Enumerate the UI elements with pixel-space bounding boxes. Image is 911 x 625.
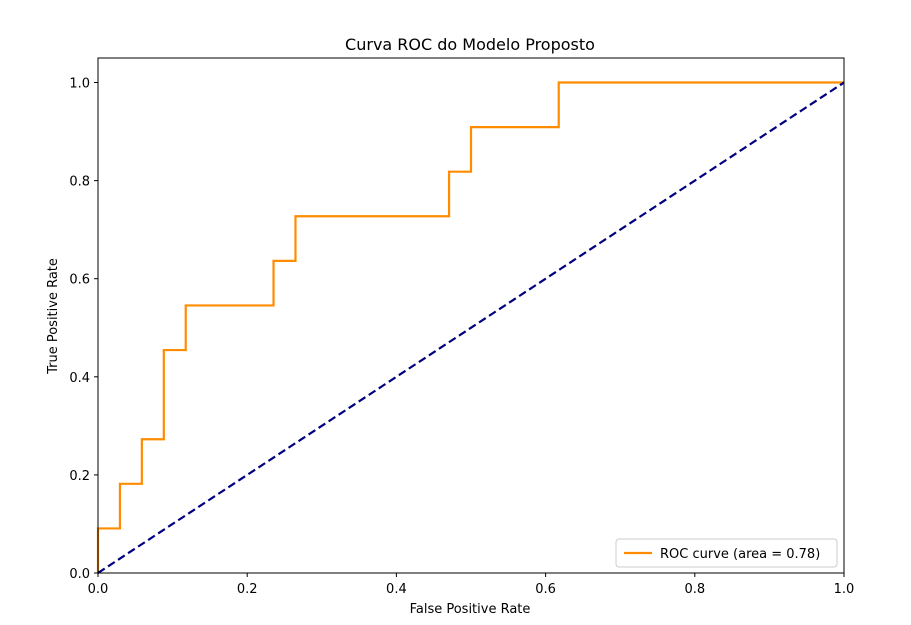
y-tick-label: 0.0 xyxy=(69,567,90,582)
x-tick-label: 0.8 xyxy=(684,582,705,597)
x-tick-label: 0.4 xyxy=(386,582,407,597)
legend: ROC curve (area = 0.78) xyxy=(615,538,838,568)
x-tick-label: 0.6 xyxy=(535,582,556,597)
x-axis-label: False Positive Rate xyxy=(410,602,531,617)
chance-line xyxy=(97,81,845,574)
legend-entry-label: ROC curve (area = 0.78) xyxy=(660,547,820,562)
x-tick-label: 0.0 xyxy=(88,582,109,597)
y-axis-label: True Positive Rate xyxy=(46,258,61,375)
x-tick-label: 0.2 xyxy=(237,582,258,597)
roc-curve-line xyxy=(96,81,844,573)
y-tick-label: 0.8 xyxy=(69,175,90,190)
axes-frame xyxy=(97,57,845,574)
y-tick-label: 0.4 xyxy=(69,371,90,386)
plot-area xyxy=(96,81,845,574)
y-tick-label: 0.2 xyxy=(69,469,90,484)
legend-box xyxy=(615,538,838,568)
axes: 0.0 0.2 0.4 0.6 0.8 1.0 0.0 0.2 0.4 0.6 0.8 1.0 xyxy=(69,57,855,597)
chart-title: Curva ROC do Modelo Proposto xyxy=(345,35,595,54)
y-tick-label: 1.0 xyxy=(69,77,90,92)
y-tick-label: 0.6 xyxy=(69,273,90,288)
x-tick-label: 1.0 xyxy=(834,582,855,597)
